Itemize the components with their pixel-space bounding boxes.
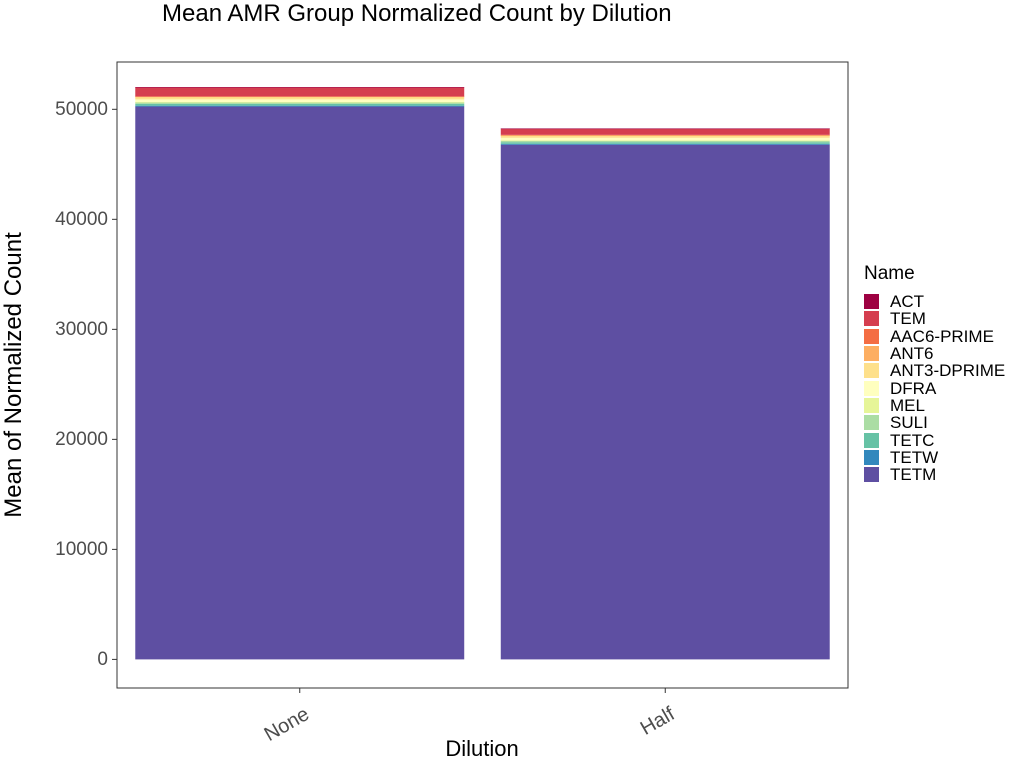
- legend-swatch: [864, 380, 879, 396]
- bar-tetw-half: [500, 143, 830, 145]
- plot-panel: [116, 61, 849, 689]
- legend-swatch: [864, 346, 879, 362]
- bar-tetw-none: [135, 105, 465, 107]
- legend-label: TETC: [890, 430, 935, 450]
- legend-item-ant6: ANT6: [864, 345, 1005, 362]
- legend-swatch: [864, 449, 879, 465]
- y-tick-label: 0: [97, 649, 108, 670]
- bar-act-none: [135, 87, 465, 88]
- y-tick-label: 40000: [55, 209, 108, 230]
- legend-item-act: ACT: [864, 293, 1005, 310]
- legend-swatch: [864, 432, 879, 448]
- legend-item-ant3-dprime: ANT3-DPRIME: [864, 362, 1005, 379]
- legend-label: TEM: [890, 309, 926, 329]
- legend-item-dfra: DFRA: [864, 378, 1005, 398]
- bar-tetm-none: [135, 106, 465, 660]
- legend-items: ACT TEM AAC6-PRIME ANT6 ANT3-DPRIME DFRA MEL SU…: [864, 293, 1005, 483]
- y-tick-label: 10000: [55, 539, 108, 560]
- legend-item-tetm: TETM: [864, 466, 1005, 483]
- bar-tetc-none: [135, 103, 465, 106]
- bar-suli-none: [135, 102, 465, 104]
- x-tick-label: Half: [637, 703, 679, 740]
- bar-ant3-dprime-half: [500, 135, 830, 138]
- bar-aac6-prime-half: [500, 134, 830, 136]
- legend-item-mel: MEL: [864, 397, 1005, 414]
- bar-tem-half: [500, 128, 830, 135]
- bar-tetc-half: [500, 142, 830, 144]
- legend-title: Name: [864, 263, 915, 284]
- bar-tem-none: [135, 87, 465, 97]
- bar-mel-half: [500, 140, 830, 141]
- legend-label: ACT: [890, 292, 924, 312]
- legend-label: DFRA: [890, 378, 937, 398]
- y-tick-label: 20000: [55, 429, 108, 450]
- bar-suli-half: [500, 140, 830, 143]
- y-tick-label: 30000: [55, 319, 108, 340]
- legend-item-aac6-prime: AAC6-PRIME: [864, 328, 1005, 345]
- bar-dfra-none: [135, 99, 465, 103]
- bar-act-half: [500, 128, 830, 130]
- legend-label: ANT6: [890, 344, 934, 364]
- legend-swatch: [864, 415, 879, 431]
- legend-label: SULI: [890, 413, 928, 433]
- legend-swatch: [864, 328, 879, 344]
- legend: Name ACT TEM AAC6-PRIME ANT6 ANT3-DPRIME DFRA…: [864, 263, 1005, 483]
- legend-label: AAC6-PRIME: [890, 326, 994, 346]
- y-tick-label: 50000: [55, 99, 108, 120]
- legend-item-tetc: TETC: [864, 430, 1005, 450]
- legend-label: TETM: [890, 465, 937, 485]
- legend-item-tetw: TETW: [864, 449, 1005, 466]
- legend-swatch: [864, 467, 879, 483]
- legend-label: ANT3-DPRIME: [890, 361, 1006, 381]
- bar-mel-none: [135, 102, 465, 103]
- bar-ant3-dprime-none: [135, 96, 465, 100]
- legend-label: TETW: [890, 447, 939, 467]
- legend-item-tem: TEM: [864, 310, 1005, 327]
- y-axis-title: Mean of Normalized Count: [0, 232, 27, 518]
- bar-aac6-prime-none: [135, 96, 465, 97]
- bar-dfra-half: [500, 137, 830, 141]
- legend-swatch: [864, 294, 879, 310]
- x-tick-label: None: [261, 703, 313, 746]
- x-axis-title: Dilution: [445, 736, 519, 761]
- chart-title: Mean AMR Group Normalized Count by Dilut…: [162, 0, 672, 27]
- legend-swatch: [864, 397, 879, 413]
- legend-label: MEL: [890, 395, 925, 415]
- legend-item-suli: SULI: [864, 414, 1005, 431]
- bar-tetm-half: [500, 144, 830, 660]
- legend-swatch: [864, 363, 879, 379]
- legend-swatch: [864, 311, 879, 327]
